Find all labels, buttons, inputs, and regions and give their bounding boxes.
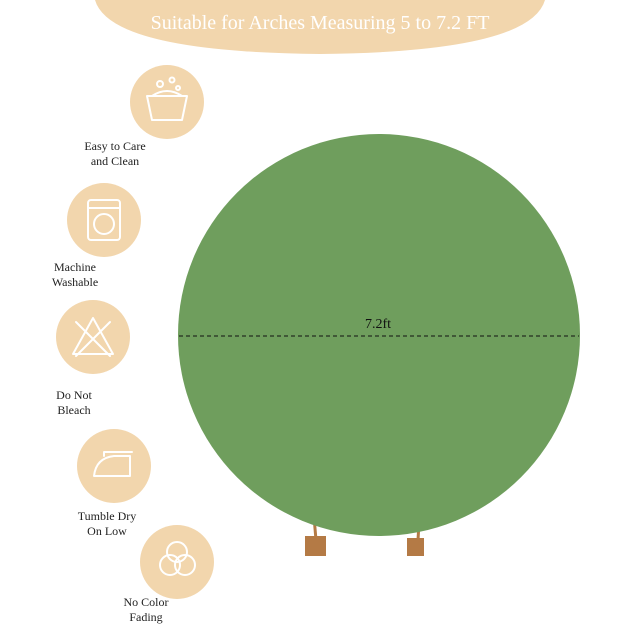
feature-label: Tumble Dry bbox=[78, 509, 137, 523]
feature-label: On Low bbox=[87, 524, 127, 538]
feature-label: Washable bbox=[52, 275, 98, 289]
dimension-label: 7.2ft bbox=[365, 317, 391, 332]
icon-iron bbox=[77, 429, 151, 503]
icon-no-bleach bbox=[56, 300, 130, 374]
banner-title: Suitable for Arches Measuring 5 to 7.2 F… bbox=[151, 12, 490, 34]
feature-label: Do Not bbox=[56, 388, 92, 402]
feature-label: Easy to Care bbox=[84, 139, 145, 153]
banner bbox=[95, 0, 545, 54]
feature-label: Fading bbox=[129, 610, 162, 624]
feature-label: Machine bbox=[54, 260, 96, 274]
feature-label: Bleach bbox=[57, 403, 90, 417]
feature-label: and Clean bbox=[91, 154, 139, 168]
icon-machine bbox=[67, 183, 141, 257]
backdrop-circle bbox=[178, 134, 580, 536]
feature-label: No Color bbox=[124, 595, 169, 609]
icon-wash bbox=[130, 65, 204, 139]
icon-color bbox=[140, 525, 214, 599]
